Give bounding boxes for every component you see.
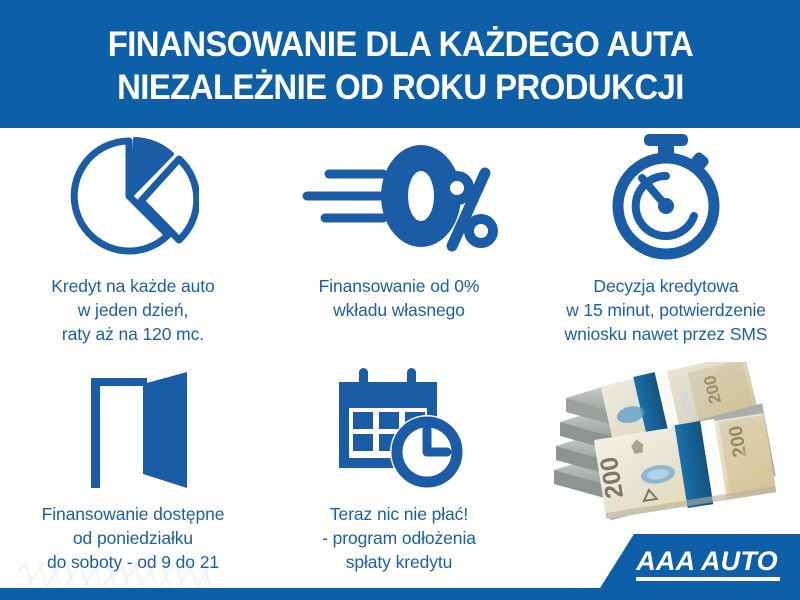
svg-text:200: 200 — [595, 455, 629, 501]
feature-caption: Kredyt na każde auto w jeden dzień, raty… — [51, 276, 215, 344]
calendar-clock-icon — [331, 356, 467, 492]
headline-line-2: NIEZALEŻNIE OD ROKU PRODUKCJI — [116, 68, 684, 107]
pie-chart-icon — [67, 128, 199, 264]
header-band: FINANSOWANIE DLA KAŻDEGO AUTA NIEZALEŻNI… — [0, 0, 800, 128]
logo-underline — [636, 577, 780, 581]
logo-inner: AAA AUTO — [622, 546, 780, 581]
feature-item-money: 200 200 — [532, 356, 800, 588]
feature-caption: Finansowanie dostępne od poniedziałku do… — [41, 504, 225, 572]
feature-item-opening-hours: Finansowanie dostępne od poniedziałku do… — [0, 356, 266, 588]
headline-line-1: FINANSOWANIE DLA KAŻDEGO AUTA — [107, 25, 693, 64]
feature-caption: Finansowanie od 0% wkładu własnego — [318, 276, 480, 320]
feature-item-decision-time: Decyzja kredytowa w 15 minut, potwierdze… — [532, 128, 800, 356]
stopwatch-icon — [600, 128, 732, 264]
feature-caption: Decyzja kredytowa w 15 minut, potwierdze… — [564, 276, 768, 344]
feature-item-deferred-payment: Teraz nic nie płać! - program odłożenia … — [266, 356, 532, 588]
feature-item-credit: Kredyt na każde auto w jeden dzień, raty… — [0, 128, 266, 356]
feature-item-zero-percent: Finansowanie od 0% wkładu własnego — [266, 128, 532, 356]
footer-band — [0, 588, 800, 600]
money-stacks-image: 200 200 — [554, 362, 777, 521]
logo-text: AAA AUTO — [636, 546, 778, 576]
aaa-auto-logo[interactable]: AAA AUTO — [600, 534, 800, 588]
zero-percent-icon — [299, 128, 499, 264]
features-grid: Kredyt na każde auto w jeden dzień, raty… — [0, 128, 800, 588]
open-door-icon — [69, 356, 197, 492]
feature-caption: Teraz nic nie płać! - program odłożenia … — [322, 504, 476, 572]
